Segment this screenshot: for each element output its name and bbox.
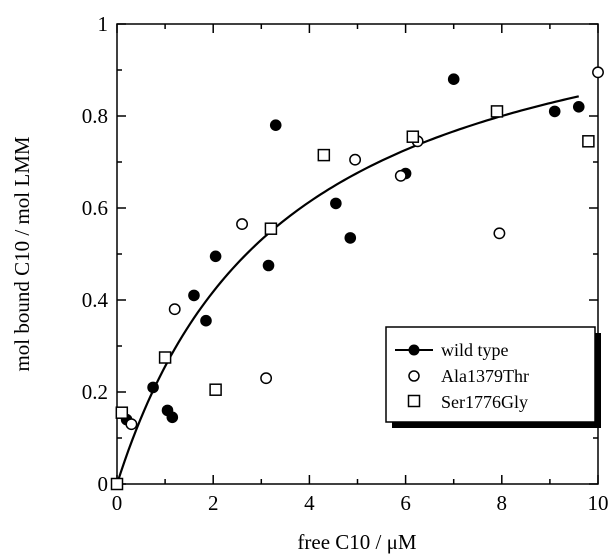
point-ser1776gly	[264, 222, 278, 235]
y-tick-label: 0.6	[82, 196, 108, 220]
point-wild-type	[548, 105, 561, 118]
point-ser1776gly	[582, 135, 595, 148]
point-ala1379thr	[493, 227, 506, 240]
point-wild-type	[147, 381, 159, 394]
point-wild-type	[200, 314, 212, 327]
point-ala1379thr	[236, 218, 249, 231]
point-ser1776gly	[110, 477, 124, 491]
point-wild-type	[166, 411, 179, 424]
point-ser1776gly	[209, 383, 222, 396]
y-tick-label: 1	[98, 12, 109, 36]
y-tick-label: 0.8	[82, 104, 108, 128]
point-wild-type	[269, 119, 282, 131]
y-axis-label: mol bound C10 / mol LMM	[10, 136, 34, 371]
legend-label-ala1379thr: Ala1379Thr	[441, 366, 529, 386]
x-axis-label: free C10 / μM	[297, 530, 416, 554]
point-wild-type	[572, 101, 585, 113]
point-ala1379thr	[349, 153, 362, 166]
point-wild-type	[209, 250, 222, 263]
point-ala1379thr	[592, 66, 604, 79]
point-wild-type	[330, 197, 342, 210]
legend-label-ser1776gly: Ser1776Gly	[441, 392, 528, 412]
legend-marker-ser1776gly	[407, 394, 421, 408]
tick-labels: 0 2 4 6 8 10 0 0.2 0.4 0.6 0.8 1	[82, 12, 609, 515]
point-ala1379thr	[260, 372, 273, 385]
point-ser1776gly	[115, 406, 129, 419]
legend-marker-wild-type	[408, 344, 420, 356]
point-wild-type	[344, 232, 357, 244]
x-tick-label: 6	[400, 491, 411, 515]
x-tick-label: 0	[112, 491, 123, 515]
legend-box	[385, 326, 596, 423]
point-ala1379thr	[125, 418, 138, 431]
y-tick-label: 0.2	[82, 380, 108, 404]
point-ser1776gly	[406, 130, 420, 143]
y-tick-label: 0.4	[82, 288, 109, 312]
point-ser1776gly	[317, 148, 331, 162]
point-wild-type	[188, 289, 200, 302]
point-ser1776gly	[490, 105, 504, 118]
x-tick-label: 10	[588, 491, 609, 515]
point-wild-type	[262, 259, 275, 272]
data-markers	[110, 66, 604, 491]
point-ser1776gly	[158, 351, 172, 364]
point-ala1379thr	[394, 169, 407, 182]
point-wild-type	[447, 73, 460, 85]
y-tick-label: 0	[98, 472, 109, 496]
x-tick-label: 8	[497, 491, 508, 515]
legend-marker-ala1379thr	[408, 370, 420, 382]
axis-ticks	[116, 23, 599, 485]
point-ala1379thr	[168, 303, 181, 316]
x-tick-label: 2	[208, 491, 219, 515]
x-tick-label: 4	[304, 491, 315, 515]
legend: wild type Ala1379Thr Ser1776Gly	[385, 326, 601, 428]
legend-label-wild-type: wild type	[441, 340, 509, 360]
